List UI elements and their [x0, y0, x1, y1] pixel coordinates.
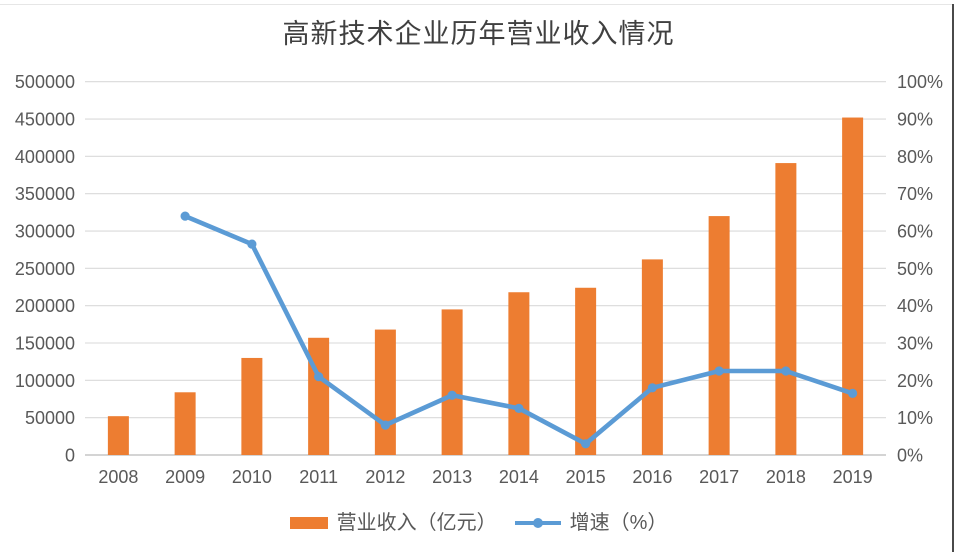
- growth-line-marker: [380, 420, 390, 430]
- right-axis-tick-label: 70%: [897, 184, 933, 204]
- left-axis-tick-label: 0: [65, 446, 75, 466]
- window-right-edge: [952, 4, 954, 552]
- right-axis-tick-label: 80%: [897, 147, 933, 167]
- x-axis-tick-label: 2008: [98, 467, 138, 487]
- legend-line-swatch: [514, 518, 561, 528]
- revenue-bar: [641, 259, 663, 455]
- left-axis-tick-label: 200000: [15, 296, 75, 316]
- right-axis-tick-label: 40%: [897, 296, 933, 316]
- growth-line-marker: [781, 366, 791, 376]
- x-axis-tick-label: 2012: [365, 467, 405, 487]
- right-axis-tick-label: 50%: [897, 259, 933, 279]
- left-axis-tick-label: 500000: [15, 72, 75, 92]
- growth-line-marker: [180, 211, 190, 221]
- left-axis-tick-label: 350000: [15, 184, 75, 204]
- right-axis-tick-label: 30%: [897, 334, 933, 354]
- revenue-bar: [575, 287, 597, 455]
- right-axis-tick-label: 100%: [897, 72, 943, 92]
- revenue-bar: [374, 329, 396, 455]
- chart-top-border: [0, 4, 954, 5]
- growth-line-marker: [848, 388, 858, 399]
- x-axis-tick-label: 2016: [632, 467, 672, 487]
- left-axis-tick-label: 100000: [15, 371, 75, 391]
- revenue-bar: [842, 117, 864, 455]
- right-axis-tick-label: 60%: [897, 222, 933, 242]
- right-axis-tick-label: 0%: [897, 446, 923, 466]
- right-axis-tick-label: 10%: [897, 408, 933, 428]
- x-axis-tick-label: 2018: [766, 467, 806, 487]
- growth-line-marker: [581, 439, 591, 449]
- x-axis-tick-label: 2017: [699, 467, 739, 487]
- left-axis-tick-label: 50000: [25, 408, 75, 428]
- right-axis-tick-label: 20%: [897, 371, 933, 391]
- x-axis-tick-label: 2014: [499, 467, 539, 487]
- left-axis-tick-label: 150000: [15, 334, 75, 354]
- growth-line-marker: [247, 239, 257, 249]
- revenue-bar: [775, 163, 797, 455]
- x-axis-tick-label: 2015: [566, 467, 606, 487]
- revenue-bar: [441, 309, 463, 455]
- left-axis-tick-label: 400000: [15, 147, 75, 167]
- revenue-bar: [174, 392, 196, 455]
- legend-revenue-label: 营业收入（亿元）: [336, 512, 497, 534]
- legend-growth-label: 增速（%）: [569, 512, 668, 534]
- chart-title: 高新技术企业历年营业收入情况: [282, 19, 675, 49]
- x-axis-tick-label: 2009: [165, 467, 205, 487]
- growth-line-marker: [714, 366, 724, 376]
- x-axis-tick-label: 2019: [833, 467, 873, 487]
- growth-line-marker: [514, 403, 524, 413]
- legend-line-marker-icon: [532, 518, 543, 528]
- left-axis-tick-label: 300000: [15, 222, 75, 242]
- legend-bar-swatch: [289, 517, 328, 529]
- x-axis-tick-label: 2010: [232, 467, 272, 487]
- revenue-bar: [508, 292, 530, 455]
- left-axis-tick-label: 450000: [15, 110, 75, 130]
- revenue-bar: [107, 416, 129, 455]
- revenue-bar: [308, 337, 330, 455]
- revenue-bar: [708, 216, 730, 455]
- growth-line-marker: [314, 372, 324, 382]
- right-axis-tick-label: 90%: [897, 110, 933, 130]
- chart-legend: 营业收入（亿元） 增速（%）: [0, 506, 957, 540]
- x-axis-tick-label: 2011: [299, 467, 338, 487]
- growth-line-marker: [647, 383, 657, 393]
- growth-line-marker: [447, 390, 457, 400]
- revenue-bar: [241, 357, 263, 455]
- left-axis-tick-label: 250000: [15, 259, 75, 279]
- x-axis-tick-label: 2013: [432, 467, 472, 487]
